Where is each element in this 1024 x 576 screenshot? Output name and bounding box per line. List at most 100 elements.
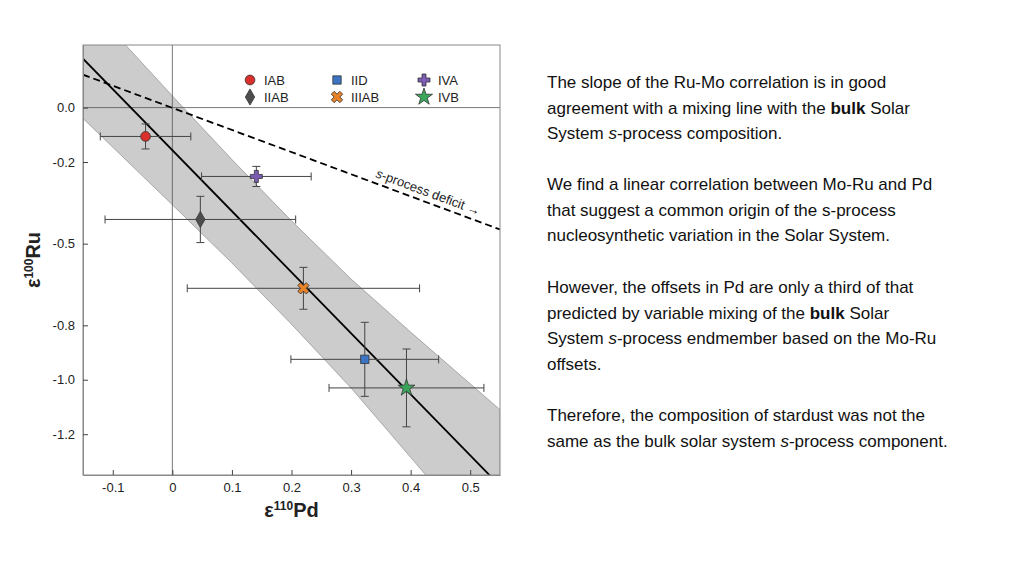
y-tick-mark — [83, 244, 88, 245]
y-tick-label: -1.0 — [53, 372, 75, 387]
y-tick-label: -0.5 — [53, 236, 75, 251]
paragraph-line: offsets. — [547, 355, 602, 374]
x-tick: 0 — [169, 470, 176, 495]
y-tick: -0.8 — [53, 318, 88, 333]
text-run: Solar — [845, 304, 890, 323]
paragraph-line: same as the bulk solar system s-process … — [547, 432, 948, 451]
y-axis-line — [83, 46, 84, 476]
side-text: The slope of the Ru-Mo correlation is in… — [547, 73, 948, 451]
y-tick-mark — [83, 325, 88, 326]
text-run: -process component. — [789, 432, 948, 451]
x-tick: 0.3 — [343, 470, 361, 495]
paragraph-line: nucleosynthetic variation in the Solar S… — [547, 226, 890, 245]
text-run: bulk — [830, 99, 865, 118]
legend: IABIIABIIDIIIABIVAIVB — [245, 73, 459, 106]
x-axis: -0.1 0 0.1 0.2 0.3 0.4 0.5 — [84, 470, 501, 495]
paragraph-line: System s-process endmember based on the … — [547, 329, 936, 348]
text-run: However, the offsets in Pd are only a th… — [547, 278, 914, 297]
text-run: offsets. — [547, 355, 602, 374]
x-tick-label: 0.5 — [462, 480, 480, 495]
plot-frame — [83, 45, 500, 475]
x-tick: 0.2 — [283, 470, 301, 495]
text-run: -process composition. — [617, 124, 782, 143]
data-point — [398, 379, 415, 395]
zero-line — [172, 45, 173, 475]
x-tick-mark — [113, 470, 114, 475]
x-tick-mark — [292, 470, 293, 475]
legend-marker — [245, 75, 255, 85]
y-tick: 0.0 — [57, 100, 88, 115]
paragraph-line: Therefore, the composition of stardust w… — [547, 406, 925, 425]
text-run: -process endmember based on the Mo-Ru — [617, 329, 936, 348]
x-tick: 0.1 — [223, 470, 241, 495]
y-tick-label: 0.0 — [57, 100, 75, 115]
legend-marker — [415, 88, 432, 104]
y-error-bar — [361, 322, 369, 396]
y-tick-label: -0.2 — [53, 155, 75, 170]
reference-line — [83, 75, 500, 230]
chart-page: -0.1 0 0.1 0.2 0.3 0.4 0.5 0.0 -0.2 -0.5 -0.8 -1.0 -… — [0, 0, 1024, 576]
legend-label: IIAB — [264, 90, 289, 105]
plot-area — [83, 45, 500, 475]
data-point — [361, 355, 369, 363]
legend-marker — [329, 89, 346, 106]
legend-marker — [333, 76, 341, 84]
paragraph-line: We find a linear correlation between Mo-… — [547, 175, 932, 194]
text-run: nucleosynthetic variation in the Solar S… — [547, 226, 890, 245]
y-tick-mark — [83, 380, 88, 381]
reference-line-label: s-process deficit → — [374, 166, 483, 219]
y-tick: -0.2 — [53, 155, 88, 170]
x-error-bar — [100, 132, 191, 140]
x-tick: 0.5 — [462, 470, 480, 495]
legend-marker — [418, 74, 430, 86]
data-point — [295, 280, 312, 297]
text-run: System — [547, 124, 608, 143]
confidence-band — [83, 45, 500, 475]
y-tick-label: -1.2 — [53, 427, 75, 442]
y-tick: -1.0 — [53, 372, 88, 387]
fit-line — [83, 59, 500, 475]
paragraph-line: agreement with a mixing line with the bu… — [547, 99, 910, 118]
x-tick: 0.4 — [402, 470, 420, 495]
x-axis-line — [84, 475, 501, 476]
data-point — [141, 132, 151, 142]
series-iiiab — [187, 267, 419, 309]
series-ivb — [329, 349, 484, 427]
y-error-bar — [196, 196, 204, 242]
data-point — [196, 211, 205, 227]
text-run: Solar — [865, 99, 910, 118]
y-tick-mark — [83, 434, 88, 435]
x-tick-mark — [172, 470, 173, 475]
x-tick-label: 0.1 — [223, 480, 241, 495]
legend-marker — [245, 89, 254, 105]
y-error-bar — [142, 124, 150, 149]
paragraph-line: However, the offsets in Pd are only a th… — [547, 278, 914, 297]
y-tick-mark — [83, 162, 88, 163]
paragraph-line: predicted by variable mixing of the bulk… — [547, 304, 889, 323]
series-iid — [291, 322, 439, 396]
text-run: that suggest a common origin of the s-pr… — [547, 201, 896, 220]
legend-label: IIIAB — [351, 90, 379, 105]
y-tick-label: -0.8 — [53, 318, 75, 333]
text-run: predicted by variable mixing of the — [547, 304, 810, 323]
x-tick-label: 0.2 — [283, 480, 301, 495]
y-axis: 0.0 -0.2 -0.5 -0.8 -1.0 -1.2 — [53, 46, 88, 476]
legend-label: IVA — [438, 73, 458, 88]
text-run: Therefore, the composition of stardust w… — [547, 406, 925, 425]
y-axis-title: ε100Ru — [22, 232, 44, 288]
x-tick-label: -0.1 — [102, 480, 124, 495]
x-tick-label: 0.3 — [343, 480, 361, 495]
x-tick-mark — [232, 470, 233, 475]
legend-label: IAB — [264, 73, 285, 88]
y-tick-mark — [83, 108, 88, 109]
x-tick-mark — [351, 470, 352, 475]
x-tick-mark — [411, 470, 412, 475]
x-tick-label: 0 — [169, 480, 176, 495]
x-error-bar — [291, 355, 439, 363]
x-tick-label: 0.4 — [402, 480, 420, 495]
text-run: We find a linear correlation between Mo-… — [547, 175, 932, 194]
x-axis-title: ε110Pd — [264, 499, 318, 521]
series-iab — [100, 124, 191, 149]
label-run: -process deficit → — [380, 168, 483, 218]
y-tick: -1.2 — [53, 427, 88, 442]
